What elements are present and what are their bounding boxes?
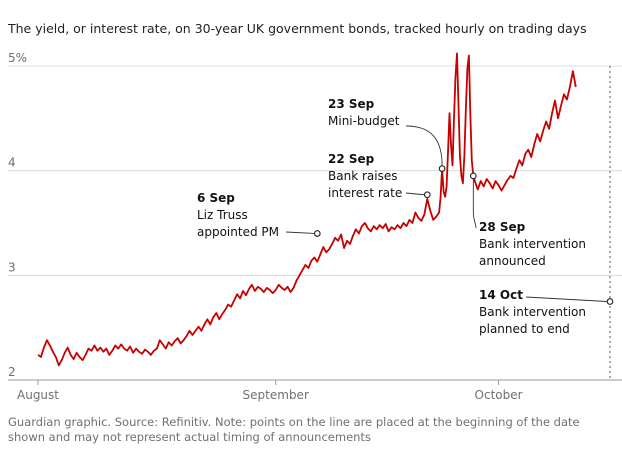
annotation-text: Bank intervention	[479, 237, 586, 251]
annotation-leader-line	[405, 125, 443, 166]
x-tick-label: September	[243, 388, 309, 402]
event-marker	[438, 165, 446, 172]
annotation-23-sep: 23 Sep Mini-budget	[328, 97, 443, 166]
x-tick-label: August	[17, 388, 59, 402]
annotation-14-oct: 14 Oct Bank intervention planned to end	[479, 288, 608, 336]
annotation-text: Bank raises	[328, 169, 397, 183]
annotation-date: 22 Sep	[328, 152, 375, 166]
annotation-28-sep: 28 Sep Bank intervention announced	[472, 178, 586, 268]
annotation-text: appointed PM	[197, 225, 279, 239]
annotation-text: announced	[479, 254, 546, 268]
source-note: Guardian graphic. Source: Refinitiv. Not…	[8, 415, 580, 444]
event-markers	[313, 165, 614, 305]
x-tick-label: October	[475, 388, 523, 402]
event-marker	[606, 298, 614, 305]
chart-subtitle: The yield, or interest rate, on 30-year …	[8, 21, 587, 36]
annotation-text: Mini-budget	[328, 114, 400, 128]
annotation-text: planned to end	[479, 322, 570, 336]
event-annotations: 6 Sep Liz Truss appointed PM 23 Sep Mini-bud…	[197, 97, 608, 336]
y-tick-label: 2	[8, 365, 16, 379]
annotation-text: interest rate	[328, 186, 402, 200]
series-layer	[37, 52, 577, 367]
annotation-leader-line	[405, 192, 425, 196]
annotation-leader-line	[472, 178, 477, 229]
annotation-date: 28 Sep	[479, 220, 526, 234]
annotation-6-sep: 6 Sep Liz Truss appointed PM	[197, 191, 315, 239]
annotation-date: 6 Sep	[197, 191, 235, 205]
annotation-date: 23 Sep	[328, 97, 375, 111]
annotation-leader-line	[525, 296, 608, 302]
yield-series-line	[37, 52, 577, 367]
annotation-leader-line	[285, 231, 315, 234]
annotation-text: Bank intervention	[479, 305, 586, 319]
event-marker	[423, 191, 431, 199]
annotation-text: Liz Truss	[197, 208, 248, 222]
y-tick-label: 5%	[8, 51, 27, 65]
annotation-22-sep: 22 Sep Bank raises interest rate	[328, 152, 425, 200]
y-tick-label: 4	[8, 156, 16, 170]
annotation-date: 14 Oct	[479, 288, 523, 302]
y-tick-label: 3	[8, 260, 16, 274]
event-marker	[313, 230, 321, 237]
gridlines	[8, 65, 622, 385]
event-marker	[469, 172, 477, 180]
